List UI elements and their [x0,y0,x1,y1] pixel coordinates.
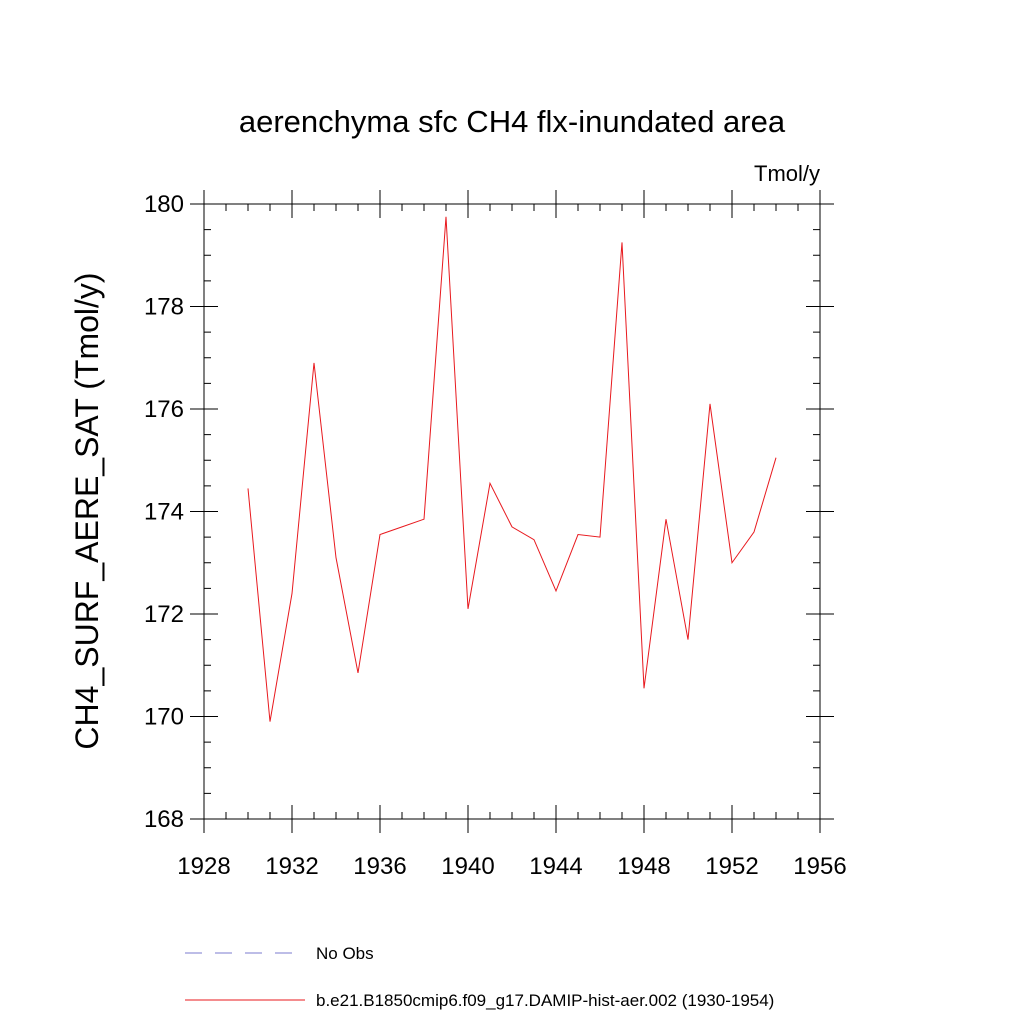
y-tick-label: 172 [144,601,184,628]
legend: No Obs b.e21.B1850cmip6.f09_g17.DAMIP-hi… [185,944,774,1010]
plot-frame [203,203,821,820]
x-tick-label: 1932 [265,853,318,880]
legend-label-no-obs: No Obs [316,944,374,963]
units-label: Tmol/y [754,161,820,186]
y-tick-label: 174 [144,499,184,526]
y-axis-label: CH4_SURF_AERE_SAT (Tmol/y) [69,272,105,749]
series-layer [247,216,777,722]
legend-label-model-run: b.e21.B1850cmip6.f09_g17.DAMIP-hist-aer.… [316,991,774,1010]
x-tick-label: 1944 [529,853,582,880]
y-tick-labels: 168 170 172 174 176 178 180 [144,191,184,833]
y-tick-label: 168 [144,806,184,833]
x-tick-label: 1948 [617,853,670,880]
chart-title: aerenchyma sfc CH4 flx-inundated area [239,104,786,139]
y-tick-label: 180 [144,191,184,218]
y-tick-label: 170 [144,704,184,731]
series-line [247,216,777,722]
x-tick-label: 1956 [793,853,846,880]
x-tick-label: 1940 [441,853,494,880]
x-tick-labels: 1928 1932 1936 1940 1944 1948 1952 1956 [177,853,846,880]
x-tick-label: 1936 [353,853,406,880]
y-tick-label: 176 [144,396,184,423]
x-tick-label: 1928 [177,853,230,880]
y-tick-label: 178 [144,294,184,321]
x-tick-label: 1952 [705,853,758,880]
tick-marks [190,190,834,833]
